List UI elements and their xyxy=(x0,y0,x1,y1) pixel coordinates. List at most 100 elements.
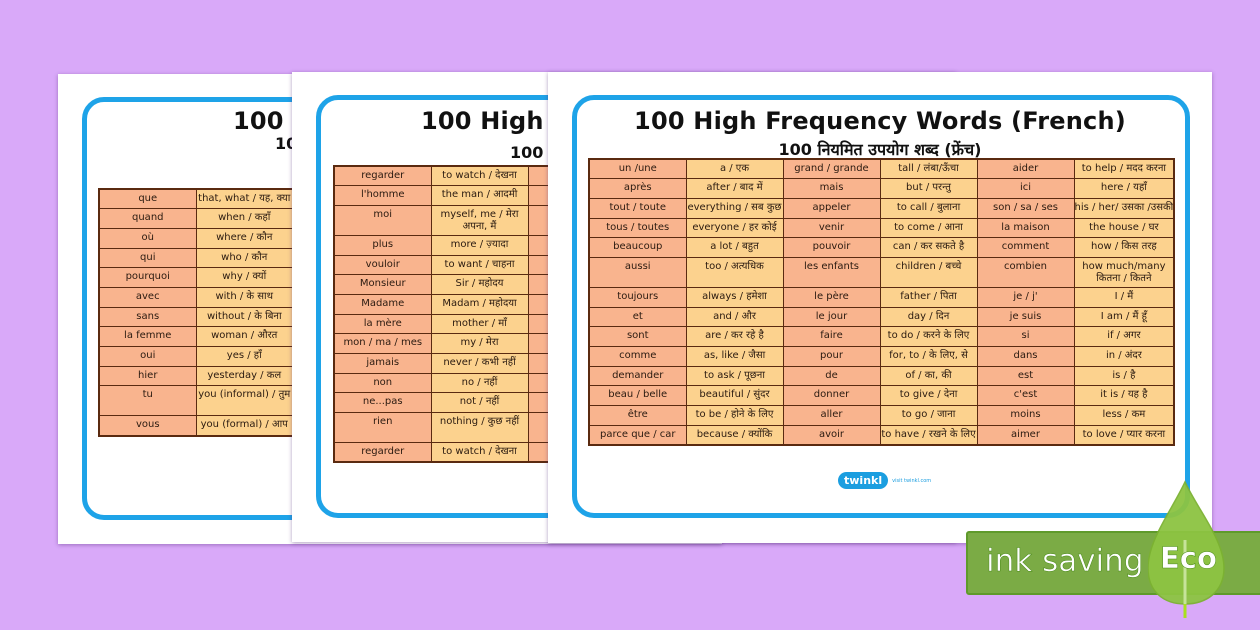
french-word-cell: hier xyxy=(98,365,197,387)
table-row: comme as, like / जैसा pour for, to / के लिए… xyxy=(588,346,1175,367)
translation-cell: can / कर सकते है xyxy=(879,237,978,258)
french-word-cell: Monsieur xyxy=(333,274,432,295)
french-word-cell: pourquoi xyxy=(98,267,197,288)
french-word-cell: dans xyxy=(976,346,1075,367)
leaf-drop-icon xyxy=(1148,480,1225,618)
french-word-cell: plus xyxy=(333,234,432,256)
table-row: quand when / कहाँ xyxy=(98,208,294,229)
french-word-cell: regarder xyxy=(333,442,432,463)
sheet-subtitle: 10 xyxy=(275,134,298,153)
translation-cell: of / का, की xyxy=(879,365,978,387)
french-word-cell: tout / toute xyxy=(588,197,687,219)
table-row: tous / toutes everyone / हर कोई venir to co… xyxy=(588,217,1175,239)
french-word-cell: aller xyxy=(782,405,881,426)
french-word-cell: quand xyxy=(98,208,197,229)
french-word-cell: donner xyxy=(782,385,881,407)
translation-cell: the house / घर xyxy=(1073,217,1175,239)
french-word-cell: aider xyxy=(976,158,1075,180)
french-word-cell: je suis xyxy=(976,306,1075,328)
french-word-cell: son / sa / ses xyxy=(976,197,1075,219)
translation-cell: a / एक xyxy=(685,158,784,180)
french-word-cell: appeler xyxy=(782,197,881,219)
translation-cell: if / अगर xyxy=(1073,326,1175,347)
translation-cell: to come / आना xyxy=(879,217,978,239)
table-row: oui yes / हाँ xyxy=(98,346,294,367)
translation-cell: to go / जाना xyxy=(879,405,978,426)
worksheet-preview-3[interactable]: 100 High Frequency Words (French) 100 नि… xyxy=(548,72,1212,543)
translation-cell: to call / बुलाना xyxy=(879,197,978,219)
french-word-cell: la maison xyxy=(976,217,1075,239)
french-word-cell: si xyxy=(976,326,1075,347)
translation-cell: you (informal) / तुम xyxy=(195,385,294,417)
french-word-cell: le jour xyxy=(782,306,881,328)
translation-cell: in / अंदर xyxy=(1073,346,1175,367)
twinkl-brand: twinkl xyxy=(838,472,889,489)
translation-cell: you (formal) / आप xyxy=(195,415,294,437)
french-word-cell: avec xyxy=(98,286,197,308)
translation-cell: Madam / महोदया xyxy=(430,293,529,315)
table-row: parce que / car because / क्योंकि avoir to … xyxy=(588,424,1175,446)
translation-cell: never / कभी नहीं xyxy=(430,353,529,374)
french-word-cell: ici xyxy=(976,178,1075,199)
translation-cell: where / कौन xyxy=(195,227,294,249)
translation-cell: always / हमेशा xyxy=(685,286,784,308)
table-row: être to be / होने के लिए aller to go / जाना… xyxy=(588,405,1175,426)
french-word-cell: je / j' xyxy=(976,286,1075,308)
french-word-cell: mon / ma / mes xyxy=(333,333,432,354)
table-row: vous you (formal) / आप xyxy=(98,415,294,437)
french-word-cell: moins xyxy=(976,405,1075,426)
translation-cell: day / दिन xyxy=(879,306,978,328)
french-word-cell: le père xyxy=(782,286,881,308)
table-row: beau / belle beautiful / सुंदर donner to gi… xyxy=(588,385,1175,407)
translation-cell: I / मैं xyxy=(1073,286,1175,308)
french-word-cell: être xyxy=(588,405,687,426)
french-word-cell: de xyxy=(782,365,881,387)
ink-saving-label: ink saving xyxy=(986,543,1144,580)
french-word-cell: comme xyxy=(588,346,687,367)
translation-cell: because / क्योंकि xyxy=(685,424,784,446)
french-word-cell: vouloir xyxy=(333,254,432,276)
translation-cell: to have / रखने के लिए xyxy=(879,424,978,446)
translation-cell: is / है xyxy=(1073,365,1175,387)
translation-cell: Sir / महोदय xyxy=(430,274,529,295)
table-row: pourquoi why / क्यों xyxy=(98,267,294,288)
translation-cell: everyone / हर कोई xyxy=(685,217,784,239)
translation-cell: to want / चाहना xyxy=(430,254,529,276)
translation-cell: his / her/ उसका /उसकी xyxy=(1073,197,1175,219)
translation-cell: mother / माँ xyxy=(430,313,529,335)
french-word-cell: tu xyxy=(98,385,197,417)
translation-cell: yesterday / कल xyxy=(195,365,294,387)
table-row: aussi too / अत्यधिक les enfants children / … xyxy=(588,256,1175,288)
translation-cell: how much/many कितना / कितने xyxy=(1073,256,1175,288)
word-table: que that, what / यह, क्या quand when / कहाँ… xyxy=(98,188,294,437)
translation-cell: everything / सब कुछ xyxy=(685,197,784,219)
french-word-cell: demander xyxy=(588,365,687,387)
translation-cell: I am / मैं हूँ xyxy=(1073,306,1175,328)
french-word-cell: que xyxy=(98,188,197,210)
translation-cell: too / अत्यधिक xyxy=(685,256,784,288)
translation-cell: it is / यह है xyxy=(1073,385,1175,407)
sheet-subtitle: 100 नियमित उपयोग शब्द (फ्रेंच) xyxy=(778,140,982,159)
translation-cell: but / परन्तु xyxy=(879,178,978,199)
translation-cell: to watch / देखना xyxy=(430,165,529,187)
french-word-cell: avoir xyxy=(782,424,881,446)
french-word-cell: sont xyxy=(588,326,687,347)
french-word-cell: qui xyxy=(98,247,197,269)
french-word-cell: mais xyxy=(782,178,881,199)
french-word-cell: moi xyxy=(333,204,432,236)
french-word-cell: rien xyxy=(333,412,432,444)
french-word-cell: toujours xyxy=(588,286,687,308)
translation-cell: when / कहाँ xyxy=(195,208,294,229)
eco-badge: Eco xyxy=(1160,541,1217,576)
translation-cell: why / क्यों xyxy=(195,267,294,288)
translation-cell: with / के साथ xyxy=(195,286,294,308)
table-row: après after / बाद में mais but / परन्तु ici h… xyxy=(588,178,1175,199)
translation-cell: to love / प्यार करना xyxy=(1073,424,1175,446)
french-word-cell: comment xyxy=(976,237,1075,258)
table-row: un /une a / एक grand / grande tall / लंबा/ऊ… xyxy=(588,158,1175,180)
translation-cell: a lot / बहुत xyxy=(685,237,784,258)
translation-cell: to help / मदद करना xyxy=(1073,158,1175,180)
table-row: qui who / कौन xyxy=(98,247,294,269)
french-word-cell: oui xyxy=(98,346,197,367)
translation-cell: to do / करने के लिए xyxy=(879,326,978,347)
